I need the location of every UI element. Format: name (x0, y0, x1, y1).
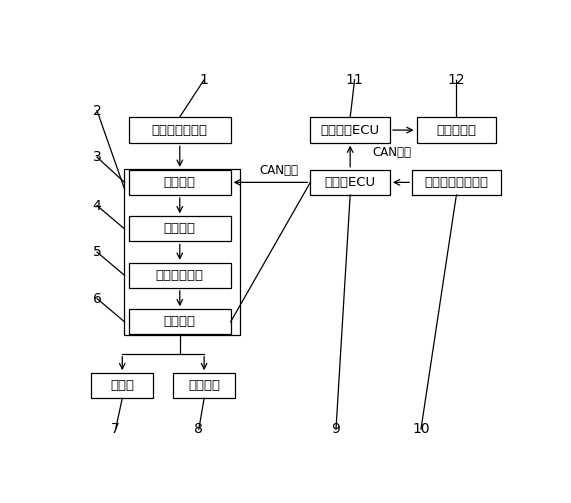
Text: 控制单元: 控制单元 (164, 315, 196, 328)
Text: 发动机ECU: 发动机ECU (324, 176, 376, 189)
Text: 2: 2 (93, 104, 102, 118)
Bar (129, 170, 231, 195)
Text: 电子油门ECU: 电子油门ECU (320, 124, 380, 137)
Text: 6: 6 (93, 292, 102, 305)
Text: 3: 3 (93, 150, 102, 164)
Text: 7: 7 (111, 422, 120, 436)
Bar (124, 169, 240, 336)
Text: CAN总线: CAN总线 (372, 146, 411, 159)
Text: 9: 9 (332, 422, 340, 436)
Text: 显示器: 显示器 (110, 379, 134, 392)
Text: 4: 4 (93, 199, 102, 213)
Text: 8: 8 (194, 422, 203, 436)
Bar (129, 216, 231, 241)
Bar (412, 170, 501, 195)
Text: 接收单元: 接收单元 (164, 176, 196, 189)
Bar (129, 117, 231, 143)
Bar (91, 373, 153, 398)
Text: 发动机转速传感器: 发动机转速传感器 (424, 176, 488, 189)
Text: 1: 1 (200, 73, 208, 87)
Text: 12: 12 (448, 73, 465, 87)
Bar (129, 309, 231, 334)
Bar (173, 373, 235, 398)
Text: 数据解析单元: 数据解析单元 (156, 269, 204, 282)
Bar (416, 118, 496, 143)
Text: 5: 5 (93, 245, 102, 259)
Text: 11: 11 (345, 73, 364, 87)
Text: CAN总线: CAN总线 (259, 163, 298, 177)
Bar (129, 263, 231, 288)
Text: 节气门机构: 节气门机构 (436, 124, 476, 137)
Text: 取力器控制开关: 取力器控制开关 (152, 124, 208, 137)
Bar (311, 170, 390, 195)
Text: 10: 10 (412, 422, 430, 436)
Text: 存储单元: 存储单元 (164, 222, 196, 235)
Bar (311, 118, 390, 143)
Text: 报警装置: 报警装置 (188, 379, 220, 392)
